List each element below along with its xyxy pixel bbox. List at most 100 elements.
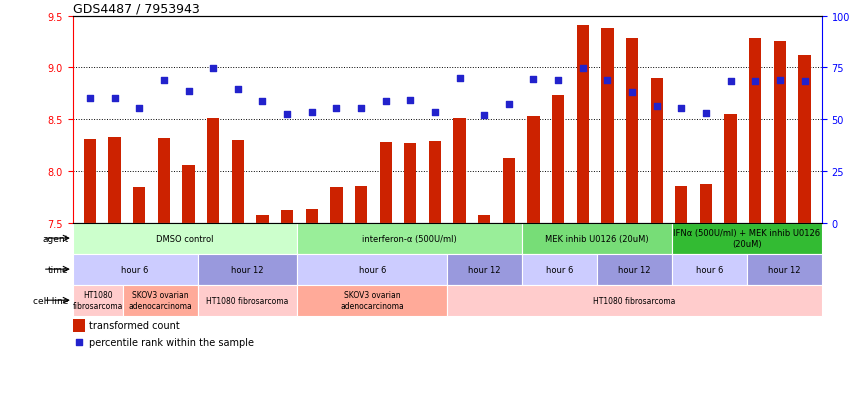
Point xyxy=(650,103,663,109)
Point xyxy=(478,112,491,119)
Point xyxy=(502,101,515,108)
Point xyxy=(526,76,540,83)
Bar xyxy=(73,319,85,332)
Point xyxy=(280,111,294,118)
Bar xyxy=(447,254,522,285)
Bar xyxy=(672,254,746,285)
Bar xyxy=(527,117,539,223)
Point xyxy=(256,99,270,105)
Bar xyxy=(298,285,447,316)
Bar xyxy=(73,285,122,316)
Bar xyxy=(182,165,194,223)
Point xyxy=(551,77,565,84)
Bar xyxy=(158,138,170,223)
Bar xyxy=(198,285,298,316)
Bar xyxy=(447,285,822,316)
Bar xyxy=(672,223,822,254)
Bar xyxy=(298,223,522,254)
Bar xyxy=(774,43,786,223)
Point xyxy=(625,90,639,96)
Bar xyxy=(355,187,367,223)
Text: hour 6: hour 6 xyxy=(546,265,574,274)
Bar xyxy=(724,114,737,223)
Point xyxy=(330,105,343,112)
Point xyxy=(354,105,368,112)
Point xyxy=(108,96,122,102)
Bar xyxy=(122,285,198,316)
Text: percentile rank within the sample: percentile rank within the sample xyxy=(89,337,254,347)
Text: GDS4487 / 7953943: GDS4487 / 7953943 xyxy=(73,2,199,15)
Text: hour 12: hour 12 xyxy=(468,265,501,274)
Bar xyxy=(379,142,392,223)
Bar xyxy=(429,142,441,223)
Point xyxy=(453,75,467,82)
Text: DMSO control: DMSO control xyxy=(157,234,214,243)
Point xyxy=(133,105,146,112)
Point xyxy=(403,98,417,104)
Bar xyxy=(749,39,761,223)
Text: hour 6: hour 6 xyxy=(696,265,723,274)
Bar xyxy=(306,210,318,223)
Text: hour 12: hour 12 xyxy=(231,265,264,274)
Bar xyxy=(746,254,822,285)
Text: HT1080 fibrosarcoma: HT1080 fibrosarcoma xyxy=(593,296,675,305)
Point xyxy=(428,109,442,116)
Text: cell line: cell line xyxy=(33,296,68,305)
Point xyxy=(305,109,318,116)
Text: hour 6: hour 6 xyxy=(359,265,386,274)
Bar xyxy=(601,29,614,223)
Point xyxy=(157,77,170,84)
Text: SKOV3 ovarian
adenocarcinoma: SKOV3 ovarian adenocarcinoma xyxy=(128,291,192,310)
Text: agent: agent xyxy=(42,234,68,243)
Point xyxy=(798,78,811,85)
Bar xyxy=(626,39,639,223)
Bar xyxy=(454,119,466,223)
Text: hour 12: hour 12 xyxy=(768,265,800,274)
Text: IFNα (500U/ml) + MEK inhib U0126
(20uM): IFNα (500U/ml) + MEK inhib U0126 (20uM) xyxy=(674,229,820,248)
Point xyxy=(181,89,195,95)
Bar xyxy=(298,254,447,285)
Text: MEK inhib U0126 (20uM): MEK inhib U0126 (20uM) xyxy=(545,234,649,243)
Point xyxy=(576,66,590,73)
Bar xyxy=(109,138,121,223)
Bar xyxy=(799,56,811,223)
Bar xyxy=(281,211,294,223)
Bar xyxy=(522,223,672,254)
Bar xyxy=(330,188,342,223)
Point xyxy=(699,110,713,117)
Bar xyxy=(552,96,564,223)
Bar xyxy=(597,254,672,285)
Point xyxy=(724,78,738,85)
Point xyxy=(206,66,220,73)
Text: hour 6: hour 6 xyxy=(122,265,149,274)
Bar xyxy=(73,254,198,285)
Bar xyxy=(134,188,146,223)
Bar xyxy=(502,159,515,223)
Point xyxy=(231,87,245,93)
Bar xyxy=(522,254,597,285)
Text: transformed count: transformed count xyxy=(89,320,180,330)
Text: SKOV3 ovarian
adenocarcinoma: SKOV3 ovarian adenocarcinoma xyxy=(341,291,404,310)
Bar xyxy=(577,26,589,223)
Point xyxy=(379,99,393,105)
Point xyxy=(675,105,688,112)
Bar xyxy=(198,254,298,285)
Bar xyxy=(256,216,269,223)
Point xyxy=(72,338,86,345)
Text: time: time xyxy=(48,265,68,274)
Bar xyxy=(404,144,417,223)
Point xyxy=(748,78,762,85)
Text: hour 12: hour 12 xyxy=(618,265,651,274)
Bar xyxy=(207,119,219,223)
Bar xyxy=(675,187,687,223)
Point xyxy=(601,77,615,84)
Point xyxy=(83,96,97,102)
Text: interferon-α (500U/ml): interferon-α (500U/ml) xyxy=(362,234,457,243)
Bar xyxy=(700,185,712,223)
Bar xyxy=(232,140,244,223)
Point xyxy=(773,77,787,84)
Bar xyxy=(84,140,96,223)
Text: HT1080 fibrosarcoma: HT1080 fibrosarcoma xyxy=(206,296,288,305)
Bar xyxy=(478,216,490,223)
Bar xyxy=(73,223,298,254)
